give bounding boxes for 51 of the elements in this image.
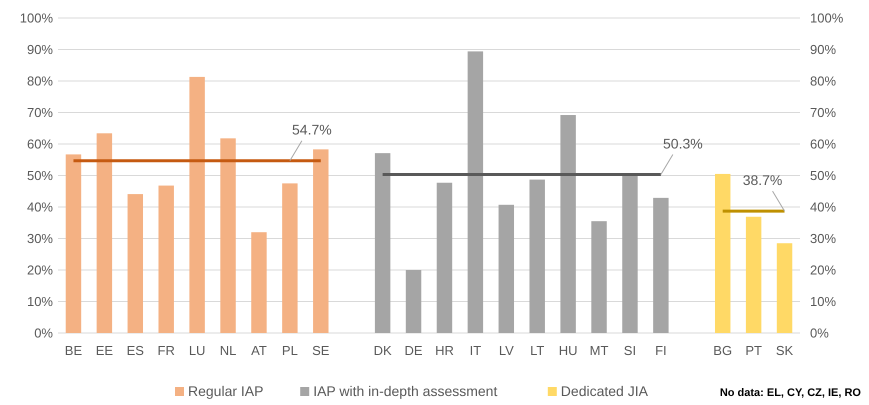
legend-label: Dedicated JIA — [560, 383, 649, 399]
x-tick-label: NL — [220, 343, 236, 358]
legend-label: IAP with in-depth assessment — [313, 383, 498, 399]
x-tick-label: LU — [188, 343, 206, 358]
x-tick-label: BE — [64, 343, 82, 358]
x-tick-label: HR — [435, 343, 454, 358]
y-tick-label: 20% — [26, 262, 54, 278]
x-tick-label: FR — [158, 343, 175, 358]
x-tick-label: SI — [624, 343, 636, 358]
x-tick-label: LV — [498, 343, 514, 358]
text: No data: EL, CY, CZ, IE, RO — [720, 387, 862, 399]
y-tick-label: 100% — [20, 10, 54, 26]
annotation: 54.7% — [292, 122, 332, 138]
y2-tick-label: 30% — [810, 231, 836, 246]
x-tick-label: PL — [282, 343, 298, 358]
x-tick-label: FI — [655, 343, 667, 358]
y2-tick-label: 40% — [810, 200, 836, 215]
y2-tick-label: 80% — [810, 74, 836, 89]
x-tick-label: PT — [745, 343, 762, 358]
x-tick-label: MT — [590, 343, 608, 358]
y-tick-label: 40% — [26, 200, 54, 215]
x-tick-label: IT — [470, 343, 482, 358]
x-tick-label: AT — [251, 343, 267, 358]
x-tick-label: HU — [558, 343, 578, 358]
y-tick-label: 80% — [26, 74, 54, 89]
x-tick-label: LT — [530, 343, 544, 358]
y2-tick-label: 60% — [810, 136, 836, 152]
annotation: 50.3% — [663, 136, 703, 152]
y-tick-label: 50% — [26, 168, 54, 184]
y2-tick-label: 20% — [810, 262, 836, 278]
y2-tick-label: 70% — [810, 105, 836, 120]
x-tick-label: ES — [126, 343, 144, 358]
y2-tick-label: 10% — [810, 294, 836, 310]
y-tick-label: 0% — [34, 326, 54, 341]
x-tick-label: DK — [374, 343, 392, 358]
annotation: 38.7% — [742, 172, 782, 188]
x-tick-label: SE — [312, 343, 330, 358]
y2-tick-label: 50% — [810, 168, 836, 184]
y-tick-label: 30% — [26, 231, 54, 246]
y2-tick-label: 0% — [810, 326, 830, 341]
y-tick-label: 10% — [26, 294, 54, 310]
x-tick-label: DE — [404, 343, 423, 358]
y2-tick-label: 100% — [810, 10, 844, 26]
x-tick-label: SK — [776, 343, 794, 358]
x-tick-label: EE — [96, 343, 114, 358]
legend-label: Regular IAP — [188, 383, 264, 399]
x-tick-label: BG — [713, 343, 732, 358]
y-tick-label: 90% — [26, 42, 54, 58]
y-tick-label: 70% — [26, 105, 54, 120]
y2-tick-label: 90% — [810, 42, 836, 58]
y-tick-label: 60% — [26, 136, 54, 152]
